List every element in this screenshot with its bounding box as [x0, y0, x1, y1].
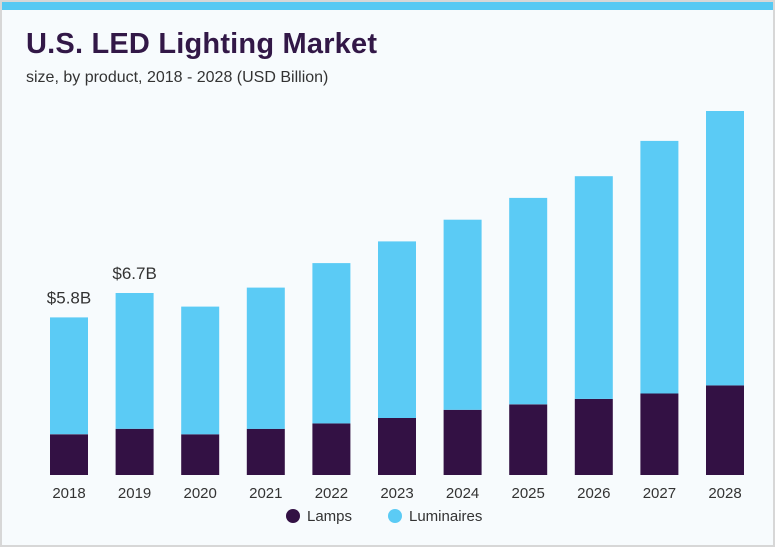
x-tick-label-2021: 2021 — [249, 485, 282, 502]
bar-luminaires-2023 — [378, 241, 416, 418]
x-tick-label-2022: 2022 — [315, 485, 348, 502]
x-tick-label-2020: 2020 — [184, 485, 217, 502]
bar-luminaires-2026 — [574, 176, 613, 399]
chart-subtitle: size, by product, 2018 - 2028 (USD Billi… — [26, 69, 329, 86]
bar-luminaires-2028 — [706, 111, 744, 386]
bar-lamps-2021 — [246, 428, 285, 475]
bar-luminaires-2018 — [50, 317, 88, 435]
data-label-2018: $5.8B — [47, 288, 91, 307]
bar-lamps-2019 — [115, 428, 154, 475]
bar-lamps-2020 — [181, 434, 220, 475]
accent-top-bar — [2, 2, 773, 10]
bar-luminaires-2027 — [640, 140, 679, 394]
chart-title: U.S. LED Lighting Market — [26, 28, 378, 60]
bar-luminaires-2025 — [509, 197, 548, 405]
x-tick-label-2028: 2028 — [708, 485, 741, 502]
legend-label-luminaires: Luminaires — [409, 508, 482, 525]
bar-lamps-2028 — [706, 385, 744, 475]
x-tick-label-2025: 2025 — [512, 485, 545, 502]
bar-lamps-2025 — [509, 404, 548, 475]
bar-luminaires-2021 — [246, 287, 285, 429]
bar-lamps-2027 — [640, 393, 679, 475]
bar-lamps-2024 — [443, 409, 482, 475]
data-label-2019: $6.7B — [112, 264, 156, 283]
bar-lamps-2022 — [312, 423, 351, 475]
bar-lamps-2023 — [378, 418, 416, 475]
x-tick-label-2027: 2027 — [643, 485, 676, 502]
bar-luminaires-2022 — [312, 263, 351, 424]
x-tick-label-2019: 2019 — [118, 485, 151, 502]
legend-marker-lamps — [286, 509, 300, 523]
x-tick-label-2023: 2023 — [380, 485, 413, 502]
x-tick-label-2024: 2024 — [446, 485, 479, 502]
bar-luminaires-2024 — [443, 219, 482, 410]
x-tick-label-2018: 2018 — [52, 485, 85, 502]
x-tick-label-2026: 2026 — [577, 485, 610, 502]
bar-luminaires-2020 — [181, 306, 220, 435]
legend-label-lamps: Lamps — [307, 508, 352, 525]
bar-lamps-2026 — [574, 398, 613, 475]
bar-lamps-2018 — [50, 434, 88, 475]
legend-marker-luminaires — [388, 509, 402, 523]
bar-luminaires-2019 — [115, 293, 154, 429]
